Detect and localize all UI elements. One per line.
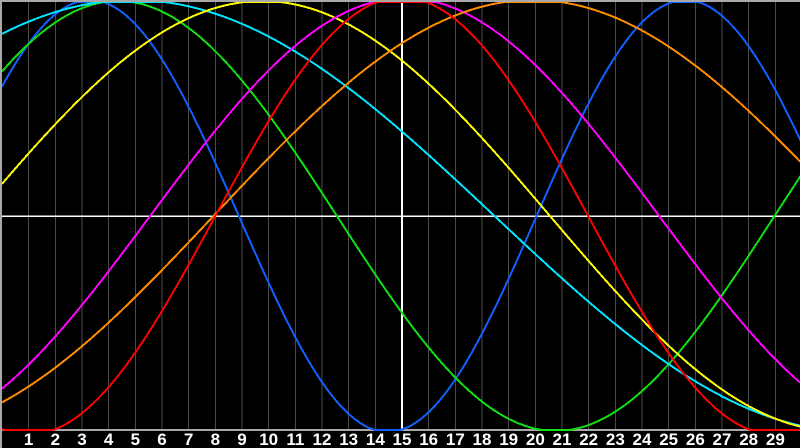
svg-text:5: 5 [131, 430, 140, 448]
svg-text:8: 8 [211, 430, 220, 448]
svg-text:2: 2 [51, 430, 60, 448]
svg-text:29: 29 [766, 430, 785, 448]
svg-text:24: 24 [633, 430, 652, 448]
svg-text:9: 9 [237, 430, 246, 448]
svg-text:10: 10 [259, 430, 278, 448]
svg-text:25: 25 [659, 430, 678, 448]
svg-text:4: 4 [104, 430, 114, 448]
svg-text:21: 21 [553, 430, 572, 448]
svg-text:7: 7 [184, 430, 193, 448]
svg-text:12: 12 [313, 430, 332, 448]
svg-text:14: 14 [366, 430, 385, 448]
svg-text:11: 11 [286, 430, 304, 448]
svg-text:28: 28 [739, 430, 758, 448]
svg-text:27: 27 [713, 430, 732, 448]
svg-text:23: 23 [606, 430, 625, 448]
svg-text:6: 6 [157, 430, 166, 448]
svg-text:19: 19 [499, 430, 518, 448]
svg-text:13: 13 [339, 430, 358, 448]
svg-text:26: 26 [686, 430, 705, 448]
svg-text:17: 17 [446, 430, 465, 448]
svg-text:16: 16 [419, 430, 438, 448]
svg-text:22: 22 [579, 430, 598, 448]
svg-text:20: 20 [526, 430, 545, 448]
svg-text:1: 1 [24, 430, 33, 448]
svg-text:3: 3 [77, 430, 86, 448]
svg-text:18: 18 [473, 430, 492, 448]
svg-text:15: 15 [393, 430, 412, 448]
